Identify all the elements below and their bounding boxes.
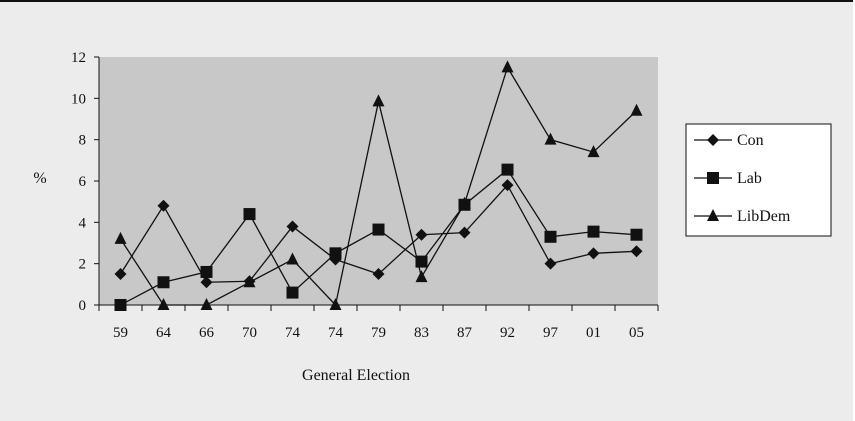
legend: Con Lab LibDem [694,132,791,225]
y-tick-label: 12 [71,50,86,66]
con-point [630,245,643,258]
con-point [114,268,127,280]
lab-point [157,276,170,289]
x-tick-label: 59 [113,325,128,341]
lab-point [329,247,342,260]
y-tick-label: 0 [79,298,87,314]
libdem-point [587,145,600,158]
libdem-point [114,231,127,244]
con-point [544,257,557,270]
legend-con-label: Con [737,132,764,149]
x-tick-label: 74 [328,325,344,341]
y-tick-label: 8 [79,133,87,149]
lab-point [415,255,428,268]
lab-point [587,225,600,238]
legend-con-marker [707,134,719,146]
x-tick-label: 64 [156,325,172,341]
x-tick-label: 05 [629,325,644,341]
con-point [372,268,385,280]
lab-point [544,230,557,243]
libdem-point [544,132,557,145]
y-axis-label: % [33,170,46,187]
legend-libdem-label: LibDem [737,208,791,225]
x-tick-label: 87 [457,325,473,341]
lab-point [372,223,385,236]
x-tick-label: 01 [586,325,601,341]
x-tick-label: 74 [285,325,301,341]
con-point [157,199,170,212]
con-point [415,228,428,241]
x-axis-label: General Election [302,367,410,384]
libdem-point [415,270,428,283]
con-point [286,220,299,233]
legend-libdem-marker [707,209,719,221]
libdem-point [372,94,385,107]
libdem-point [200,298,213,310]
lab-point [200,265,213,278]
x-tick-label: 70 [242,325,257,341]
con-point [458,226,471,239]
libdem-point [329,298,342,310]
x-tick-label: 92 [500,325,515,341]
libdem-point [458,196,471,209]
x-tick-label: 83 [414,325,429,341]
con-point [200,276,213,289]
x-tick-label: 79 [371,325,386,341]
libdem-point [501,60,514,73]
legend-lab-label: Lab [737,170,762,187]
lab-point [114,299,127,311]
x-tick-label: 97 [543,325,559,341]
legend-lab-marker [707,172,719,184]
con-point [501,179,514,192]
libdem-point [286,252,299,265]
libdem-point [157,298,170,310]
libdem-point [243,275,256,288]
y-tick-label: 6 [79,174,87,190]
libdem-point [630,103,643,116]
y-tick-label: 10 [71,91,86,107]
x-tick-label: 66 [199,325,215,341]
y-tick-label: 4 [79,215,87,231]
lab-point [501,163,514,176]
lab-point [286,286,299,299]
con-point [587,247,600,260]
lab-point [630,228,643,241]
y-tick-label: 2 [79,257,87,273]
lab-point [243,208,256,221]
plot-area [99,57,658,305]
